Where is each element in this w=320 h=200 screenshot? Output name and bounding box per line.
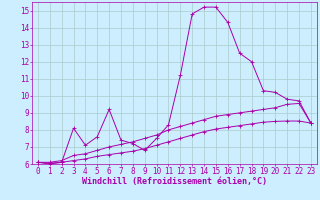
X-axis label: Windchill (Refroidissement éolien,°C): Windchill (Refroidissement éolien,°C) [82, 177, 267, 186]
